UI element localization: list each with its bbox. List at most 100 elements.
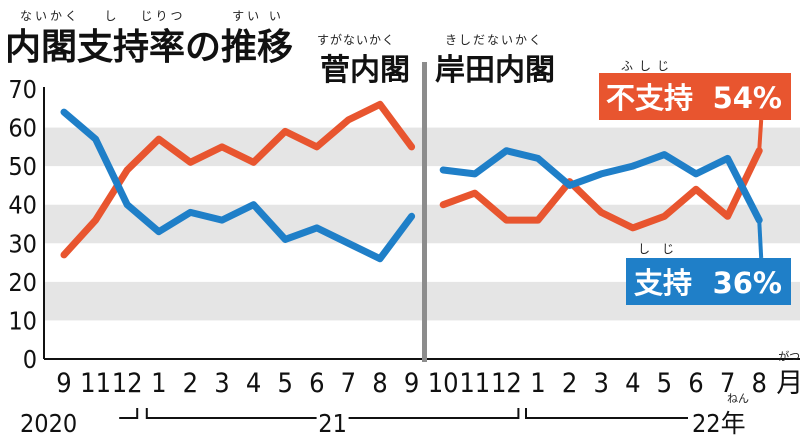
disapproval-point bbox=[408, 143, 415, 151]
cabinet-reading-kishida: きしだないかく bbox=[445, 33, 543, 47]
title-ruby-text: すい い bbox=[232, 9, 284, 23]
disapproval-point bbox=[661, 213, 668, 220]
disapproval-point bbox=[345, 116, 352, 124]
y-tick-label: 50 bbox=[8, 152, 37, 181]
cabinet-label-suga: すがないかく 菅内閣 bbox=[317, 32, 410, 88]
disapproval-connector bbox=[757, 119, 764, 151]
title-ruby-text: ないかく bbox=[20, 9, 80, 23]
title-ruby: ないかく し じりつ すい い bbox=[20, 9, 284, 23]
x-tick-label: 7 bbox=[341, 368, 356, 399]
approval-value: 36% bbox=[713, 266, 782, 300]
disapproval-point bbox=[598, 209, 605, 216]
x-tick-label: 8 bbox=[751, 368, 766, 399]
y-tick-label: 10 bbox=[8, 306, 37, 335]
x-tick-label: 11 bbox=[80, 368, 111, 399]
year-label: 21 bbox=[318, 409, 347, 438]
approval-point bbox=[566, 182, 573, 189]
x-tick-label: 2 bbox=[562, 368, 577, 399]
disapproval-point bbox=[692, 186, 700, 193]
disapproval-badge: ふしじ 不支持 54% bbox=[599, 59, 791, 151]
chart-title: ないかく し じりつ すい い 内閣支持率の推移 bbox=[5, 9, 293, 68]
approval-point bbox=[598, 170, 605, 178]
cabinet-label-kishida: きしだないかく 岸田内閣 bbox=[435, 33, 555, 88]
disapproval-line-segment-1 bbox=[60, 100, 416, 259]
disapproval-point bbox=[376, 101, 384, 108]
year-ruby: ねん bbox=[727, 392, 749, 405]
year-label: 22年 bbox=[692, 409, 746, 438]
disapproval-badge-box bbox=[599, 73, 791, 120]
approval-point bbox=[218, 216, 226, 224]
year-bracket bbox=[145, 408, 520, 419]
title-ruby-text: じりつ bbox=[140, 9, 185, 23]
disapproval-point bbox=[724, 213, 731, 220]
approval-connector bbox=[757, 220, 764, 259]
title-ruby-text: し bbox=[104, 9, 119, 23]
x-tick-label: 9 bbox=[56, 368, 71, 399]
disapproval-point bbox=[503, 216, 510, 224]
y-tick-label: 70 bbox=[8, 75, 37, 104]
approval-point bbox=[124, 201, 131, 208]
disapproval-value: 54% bbox=[713, 81, 782, 115]
x-tick-label: 3 bbox=[214, 368, 229, 399]
approval-point bbox=[692, 170, 700, 178]
approval-point bbox=[629, 162, 636, 170]
approval-point bbox=[661, 151, 668, 158]
x-tick-label: 1 bbox=[151, 368, 166, 399]
disapproval-point bbox=[534, 216, 542, 224]
year-bracket bbox=[119, 408, 139, 419]
x-tick-label: 2 bbox=[183, 368, 198, 399]
x-tick-label: 6 bbox=[309, 368, 324, 399]
disapproval-point bbox=[471, 189, 478, 197]
approval-point bbox=[187, 209, 194, 216]
y-tick-label: 20 bbox=[8, 268, 37, 297]
x-tick-label: 9 bbox=[404, 368, 419, 399]
approval-point bbox=[313, 224, 320, 232]
x-tick-label: 7 bbox=[720, 368, 735, 399]
approval-line-segment-1 bbox=[60, 108, 416, 263]
year-bracket bbox=[525, 408, 688, 419]
disapproval-point bbox=[313, 143, 320, 151]
cabinet-name-kishida: 岸田内閣 bbox=[435, 53, 555, 88]
disapproval-point bbox=[155, 135, 162, 143]
disapproval-point bbox=[92, 216, 99, 224]
disapproval-point bbox=[250, 159, 257, 166]
x-tick-label: 12 bbox=[112, 368, 143, 399]
disapproval-point bbox=[124, 166, 131, 174]
disapproval-point bbox=[629, 224, 636, 232]
x-tick-label: 4 bbox=[625, 368, 640, 399]
approval-point bbox=[724, 155, 731, 162]
year-label: 2020 bbox=[20, 409, 77, 438]
cabinet-divider bbox=[422, 62, 427, 362]
y-tick-label: 60 bbox=[8, 114, 37, 143]
disapproval-point bbox=[440, 201, 447, 208]
x-tick-label: 12 bbox=[491, 368, 522, 399]
y-tick-label: 40 bbox=[8, 191, 37, 220]
approval-point bbox=[345, 240, 352, 247]
x-tick-label: 5 bbox=[657, 368, 672, 399]
x-tick-label: 6 bbox=[688, 368, 703, 399]
y-axis: 0 10 20 30 40 50 60 70 bbox=[8, 75, 800, 374]
approval-point bbox=[282, 236, 289, 243]
approval-point bbox=[376, 255, 384, 262]
approval-point bbox=[155, 228, 162, 235]
cabinet-reading-suga: すがないかく bbox=[317, 32, 395, 47]
x-tick-label: 8 bbox=[372, 368, 387, 399]
approval-point bbox=[440, 166, 447, 174]
disapproval-label: 不支持 bbox=[606, 81, 693, 115]
disapproval-ruby: ふしじ bbox=[621, 59, 675, 73]
x-tick-label: 11 bbox=[459, 368, 490, 399]
disapproval-point bbox=[218, 143, 226, 151]
series-lines bbox=[60, 100, 763, 263]
x-tick-label: 1 bbox=[530, 368, 545, 399]
cabinet-name-suga: 菅内閣 bbox=[320, 53, 410, 88]
disapproval-point bbox=[282, 128, 289, 135]
approval-point bbox=[471, 170, 478, 178]
disapproval-point bbox=[187, 159, 194, 166]
x-tick-label: 3 bbox=[593, 368, 608, 399]
approval-point bbox=[534, 155, 542, 162]
approval-badge: しじ 支持 36% bbox=[626, 220, 791, 305]
approval-point bbox=[408, 213, 415, 220]
title-text: 内閣支持率の推移 bbox=[5, 27, 293, 68]
